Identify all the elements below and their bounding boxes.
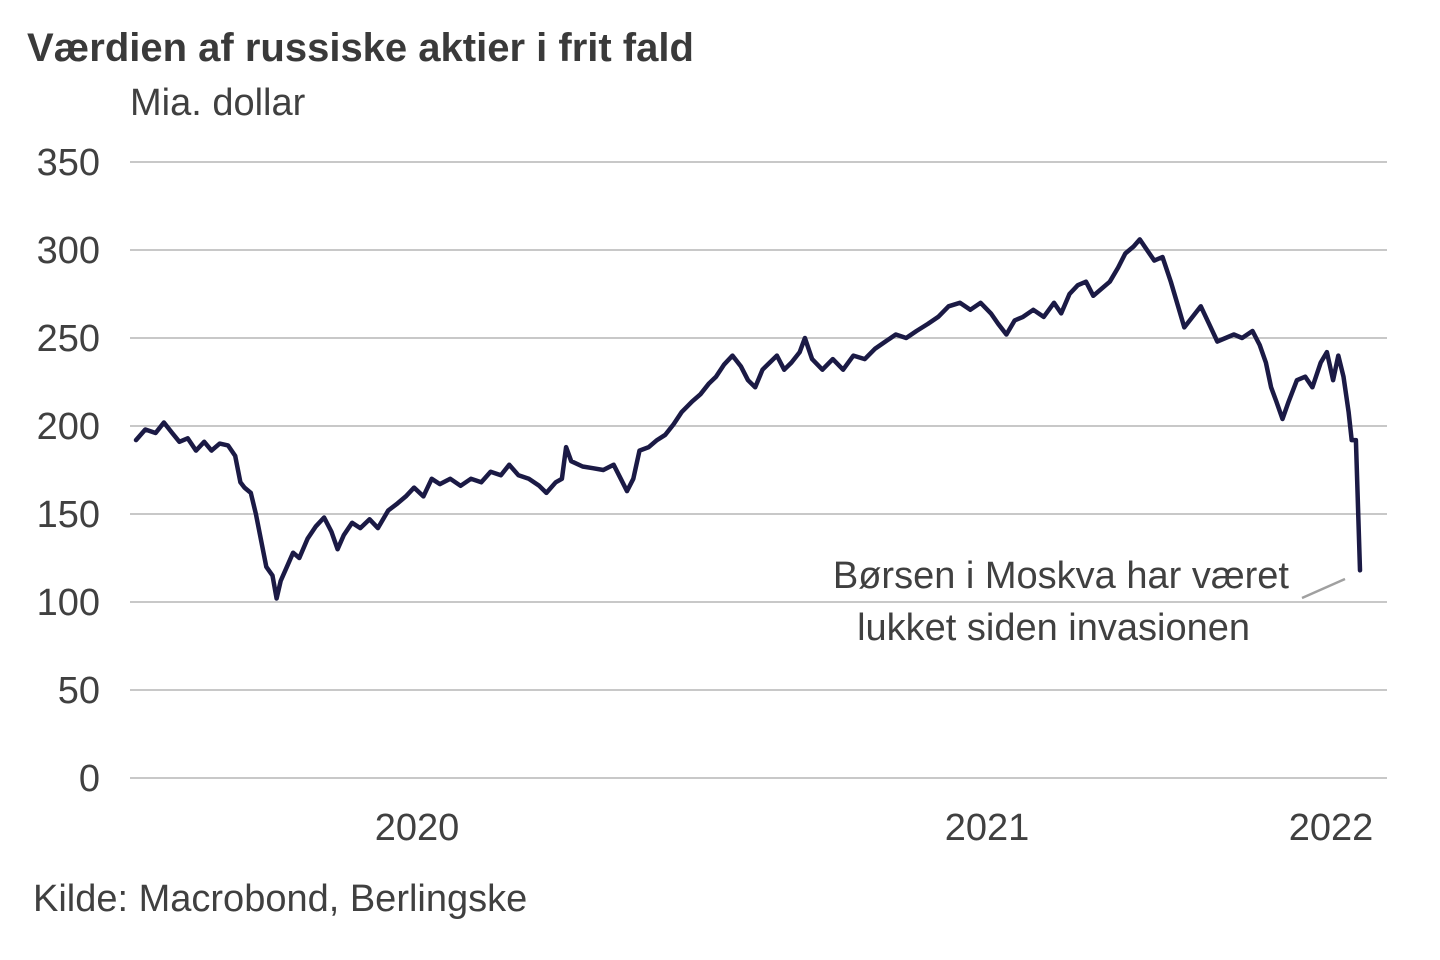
y-tick-label: 300 bbox=[37, 230, 100, 272]
y-tick-label: 150 bbox=[37, 494, 100, 536]
source-note: Kilde: Macrobond, Berlingske bbox=[33, 878, 528, 920]
x-tick-labels: 2020 2021 2022 bbox=[375, 807, 1374, 849]
x-tick-label: 2020 bbox=[375, 807, 460, 849]
y-tick-label: 350 bbox=[37, 142, 100, 184]
y-tick-labels: 0 50 100 150 200 250 300 350 bbox=[37, 142, 100, 800]
y-tick-label: 250 bbox=[37, 318, 100, 360]
x-tick-label: 2021 bbox=[945, 807, 1030, 849]
series-group bbox=[133, 237, 1363, 601]
y-axis-unit-label: Mia. dollar bbox=[130, 82, 306, 124]
annotation-line-1: Børsen i Moskva har været bbox=[833, 555, 1290, 597]
y-tick-label: 0 bbox=[79, 758, 100, 800]
y-tick-label: 50 bbox=[58, 670, 100, 712]
annotation-line-2: lukket siden invasionen bbox=[857, 607, 1250, 649]
x-tick-label: 2022 bbox=[1289, 807, 1374, 849]
y-tick-label: 200 bbox=[37, 406, 100, 448]
chart-title: Værdien af russiske aktier i frit fald bbox=[27, 26, 694, 70]
y-tick-label: 100 bbox=[37, 582, 100, 624]
annotation-leader-line bbox=[1301, 577, 1346, 600]
grid-lines bbox=[130, 161, 1387, 779]
series-line bbox=[133, 237, 1363, 601]
